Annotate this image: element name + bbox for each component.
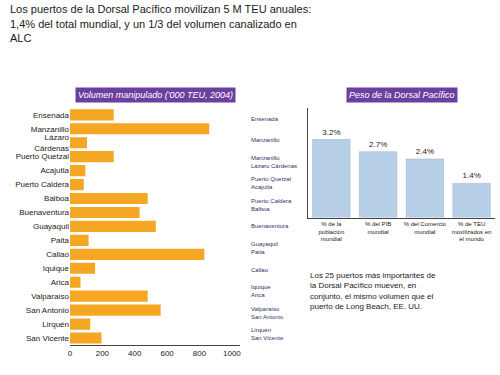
svg-text:200: 200 <box>96 349 110 358</box>
svg-text:400: 400 <box>128 349 142 358</box>
svg-text:600: 600 <box>160 349 174 358</box>
svg-text:Arica: Arica <box>51 278 70 287</box>
svg-text:Callao: Callao <box>46 250 69 259</box>
svg-text:Los puertos de la Dorsal Pacíf: Los puertos de la Dorsal Pacífico movili… <box>10 3 311 44</box>
svg-text:Puerto CalderaBalboa: Puerto CalderaBalboa <box>251 198 292 212</box>
svg-text:% del PIBmundial: % del PIBmundial <box>365 221 391 235</box>
svg-text:% del Comerciomundial: % del Comerciomundial <box>404 221 447 235</box>
svg-text:ManzanilloLázaro Cárdenas: ManzanilloLázaro Cárdenas <box>251 155 297 169</box>
svg-text:0: 0 <box>68 349 73 358</box>
svg-text:3.2%: 3.2% <box>322 128 340 137</box>
svg-text:Ensenada: Ensenada <box>251 116 279 122</box>
svg-text:Lirquén: Lirquén <box>42 320 69 329</box>
svg-text:Buenaventura: Buenaventura <box>19 208 69 217</box>
svg-text:LirquénSan Vicente: LirquénSan Vicente <box>251 327 284 341</box>
svg-text:% de lapoblaciónmundial: % de lapoblaciónmundial <box>319 221 345 243</box>
svg-text:Iquique: Iquique <box>43 264 70 273</box>
svg-text:ValparaísoSan Antonio: ValparaísoSan Antonio <box>251 306 284 320</box>
svg-text:Puerto QuetzalAcajutla: Puerto QuetzalAcajutla <box>251 176 291 190</box>
svg-text:San Vicente: San Vicente <box>26 334 70 343</box>
svg-text:1.4%: 1.4% <box>463 171 481 180</box>
svg-text:1000: 1000 <box>223 349 241 358</box>
svg-text:IquiqueArica: IquiqueArica <box>251 284 271 298</box>
svg-text:Buenaventura: Buenaventura <box>251 223 289 229</box>
svg-text:GuayaquilPaita: GuayaquilPaita <box>251 241 278 255</box>
svg-text:Volumen manipulado ('000 TEU,: Volumen manipulado ('000 TEU, 2004) <box>78 90 233 100</box>
svg-text:Peso de la Dorsal Pacífico: Peso de la Dorsal Pacífico <box>349 90 455 100</box>
svg-text:Puerto Quetzal: Puerto Quetzal <box>16 152 70 161</box>
svg-text:2.4%: 2.4% <box>416 147 434 156</box>
svg-text:Los 25 puertos más importantes: Los 25 puertos más importantes dela Dors… <box>310 271 436 311</box>
svg-text:LázaroCárdenas: LázaroCárdenas <box>34 133 69 152</box>
svg-text:San Antonio: San Antonio <box>26 306 70 315</box>
svg-text:Manzanillo: Manzanillo <box>251 137 280 143</box>
svg-text:Guayaquil: Guayaquil <box>33 222 69 231</box>
svg-text:Callao: Callao <box>251 267 269 273</box>
svg-text:Valparaíso: Valparaíso <box>31 292 69 301</box>
svg-text:Paita: Paita <box>51 236 70 245</box>
svg-text:% de TEUmovilizados enel mundo: % de TEUmovilizados enel mundo <box>452 221 492 243</box>
svg-text:Puerto Caldera: Puerto Caldera <box>15 180 69 189</box>
svg-text:2.7%: 2.7% <box>369 140 387 149</box>
svg-text:Manzanillo: Manzanillo <box>31 125 70 134</box>
svg-text:Ensenada: Ensenada <box>33 111 70 120</box>
svg-text:Balboa: Balboa <box>44 194 69 203</box>
svg-text:800: 800 <box>193 349 207 358</box>
svg-text:Acajutla: Acajutla <box>41 166 70 175</box>
